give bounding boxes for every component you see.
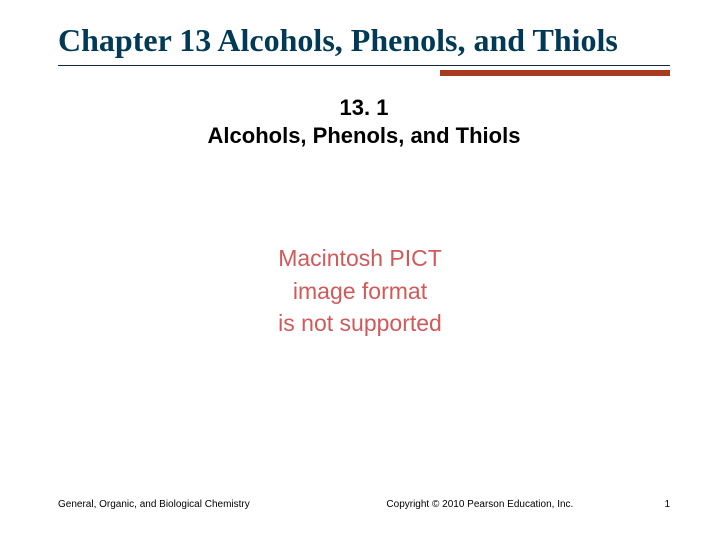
slide: Chapter 13 Alcohols, Phenols, and Thiols… — [0, 0, 720, 540]
section-block: 13. 1 Alcohols, Phenols, and Thiols — [58, 95, 670, 149]
pict-placeholder: Macintosh PICT image format is not suppo… — [278, 242, 442, 340]
chapter-title: Chapter 13 Alcohols, Phenols, and Thiols — [58, 22, 670, 59]
title-rule — [58, 65, 670, 79]
footer-center: Copyright © 2010 Pearson Education, Inc. — [330, 499, 630, 510]
footer: General, Organic, and Biological Chemist… — [58, 499, 670, 510]
pict-line-2: image format — [278, 275, 442, 308]
pict-line-1: Macintosh PICT — [278, 242, 442, 275]
section-number: 13. 1 — [58, 95, 670, 121]
footer-left: General, Organic, and Biological Chemist… — [58, 499, 250, 510]
rule-thick — [440, 70, 670, 76]
pict-line-3: is not supported — [278, 307, 442, 340]
section-title: Alcohols, Phenols, and Thiols — [58, 123, 670, 149]
footer-page-number: 1 — [630, 499, 670, 510]
rule-thin — [58, 65, 670, 66]
